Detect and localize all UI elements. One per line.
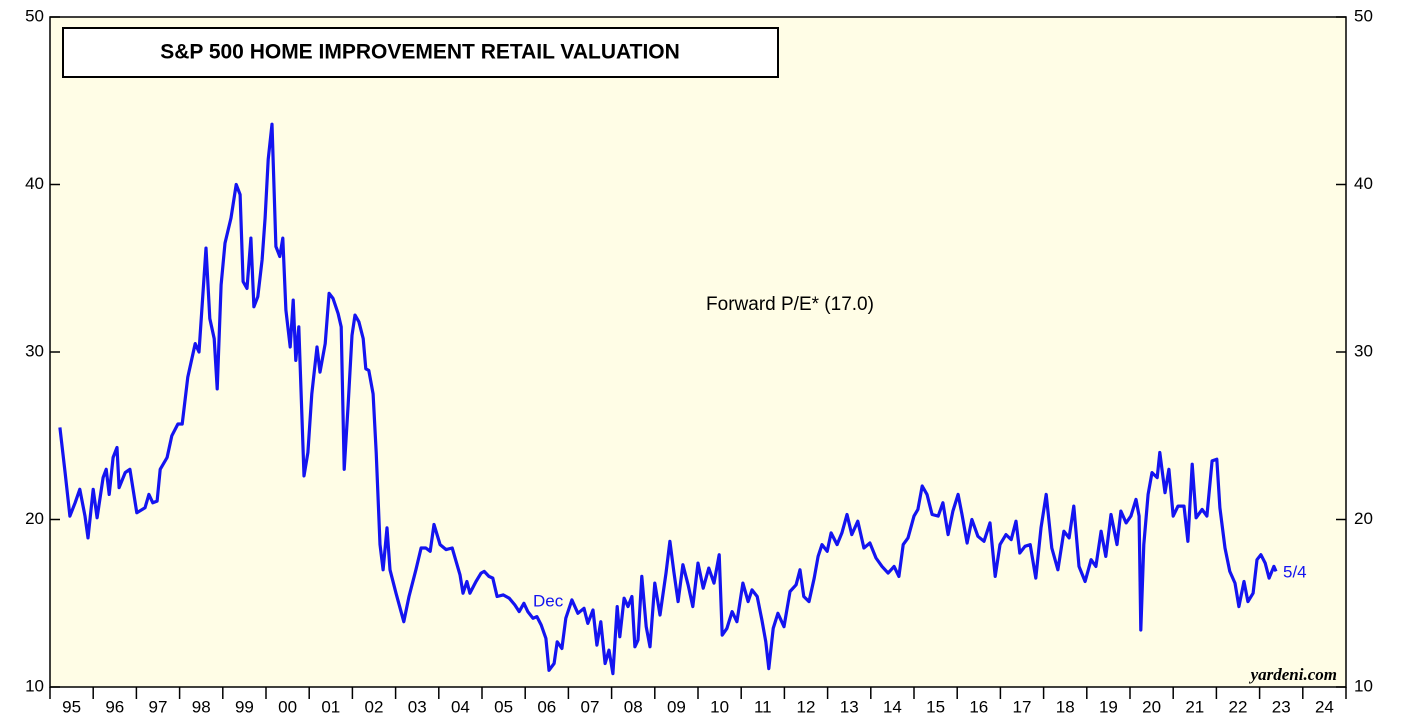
x-tick-label: 96 (105, 697, 124, 716)
x-tick-label: 17 (1013, 697, 1032, 716)
x-tick-label: 97 (149, 697, 168, 716)
marks (58, 122, 1278, 676)
y-tick-label: 20 (25, 509, 44, 528)
x-tick-label: 99 (235, 697, 254, 716)
plot-background (50, 17, 1346, 687)
y-tick-label: 30 (25, 341, 44, 360)
x-tick-label: 24 (1315, 697, 1334, 716)
y2-tick-label: 30 (1354, 341, 1373, 360)
x-tick-label: 03 (408, 697, 427, 716)
title-box (62, 27, 779, 78)
x-tick-label: 20 (1142, 697, 1161, 716)
x-tick-label: 05 (494, 697, 513, 716)
series-label: Forward P/E* (17.0) (706, 294, 874, 315)
y-tick-label: 10 (25, 676, 44, 695)
x-tick-label: 13 (840, 697, 859, 716)
x-tick-label: 00 (278, 697, 297, 716)
x-tick-label: 09 (667, 697, 686, 716)
x-tick-label: 95 (62, 697, 81, 716)
x-tick-label: 14 (883, 697, 902, 716)
annotation: 5/4 (1283, 562, 1307, 581)
x-tick-label: 23 (1272, 697, 1291, 716)
x-tick-label: 22 (1229, 697, 1248, 716)
x-tick-label: 02 (365, 697, 384, 716)
series-line (58, 122, 1278, 676)
x-tick-label: 01 (321, 697, 340, 716)
x-tick-label: 21 (1185, 697, 1204, 716)
y2-tick-label: 50 (1354, 6, 1373, 25)
x-tick-label: 04 (451, 697, 470, 716)
y2-tick-label: 20 (1354, 509, 1373, 528)
chart-title: S&P 500 HOME IMPROVEMENT RETAIL VALUATIO… (160, 41, 680, 64)
x-tick-label: 98 (192, 697, 211, 716)
y-tick-label: 40 (25, 174, 44, 193)
x-tick-label: 19 (1099, 697, 1118, 716)
x-tick-label: 12 (797, 697, 816, 716)
x-tick-label: 18 (1056, 697, 1075, 716)
y2-tick-label: 10 (1354, 676, 1373, 695)
x-tick-label: 06 (537, 697, 556, 716)
x-tick-label: 07 (581, 697, 600, 716)
x-tick-label: 11 (754, 697, 772, 716)
y-tick-label: 50 (25, 6, 44, 25)
x-tick-label: 10 (710, 697, 729, 716)
source: yardeni.com (1249, 665, 1337, 684)
y2-tick-label: 40 (1354, 174, 1373, 193)
x-tick-label: 15 (926, 697, 945, 716)
x-tick-label: 16 (969, 697, 988, 716)
x-tick-label: 08 (624, 697, 643, 716)
annotation: Dec (533, 591, 564, 610)
